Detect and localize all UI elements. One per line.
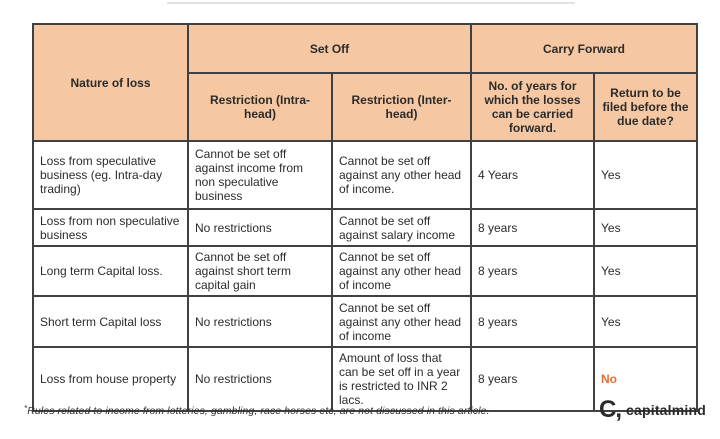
cell-nature: Long term Capital loss. [32,245,189,297]
cell-intra-restriction: No restrictions [187,295,333,348]
capitalmind-logo: C, capitalmind [599,396,706,423]
capitalmind-logo-mark-icon: C, [599,396,622,423]
cell-years: 4 Years [470,140,595,210]
header-num-years-carried-forward: No. of years for which the losses can be… [470,72,595,142]
cell-inter-restriction: Cannot be set off against any other head… [331,295,472,348]
table-row-long-term-capital-loss: Long term Capital loss. Cannot be set of… [32,245,698,297]
cell-return-filed: Yes [593,295,698,348]
table-row-house-property-loss: Loss from house property No restrictions… [32,346,698,412]
loss-setoff-carry-forward-table: Nature of loss Set Off Carry Forward Res… [32,23,698,412]
header-restriction-intra-head: Restriction (Intra-head) [187,72,333,142]
cell-return-filed: Yes [593,208,698,247]
cell-intra-restriction: Cannot be set off against short term cap… [187,245,333,297]
cell-inter-restriction: Amount of loss that can be set off in a … [331,346,472,412]
cell-intra-restriction: No restrictions [187,346,333,412]
capitalmind-logo-text: capitalmind [626,402,706,418]
cell-return-filed: Yes [593,245,698,297]
header-nature-of-loss: Nature of loss [32,23,189,142]
header-row-sub: Restriction (Intra-head) Restriction (In… [33,72,698,142]
header-return-filed-due-date: Return to be filed before the due date? [593,72,698,142]
cell-intra-restriction: Cannot be set off against income from no… [187,140,333,210]
footer: *Rules related to income from lotteries,… [24,396,706,423]
cell-inter-restriction: Cannot be set off against any other head… [331,140,472,210]
cell-inter-restriction: Cannot be set off against any other head… [331,245,472,297]
footnote-text: Rules related to income from lotteries, … [27,405,490,417]
footnote: *Rules related to income from lotteries,… [24,399,490,417]
table-row-non-speculative-business: Loss from non speculative business No re… [32,208,698,247]
cell-return-filed: Yes [593,140,698,210]
cell-inter-restriction: Cannot be set off against salary income [331,208,472,247]
table-row-short-term-capital-loss: Short term Capital loss No restrictions … [32,295,698,348]
cell-nature: Loss from house property [32,346,189,412]
cell-years: 8 years [470,295,595,348]
header-set-off: Set Off [187,23,472,74]
cell-intra-restriction: No restrictions [187,208,333,247]
cell-years: 8 years [470,346,595,412]
cell-return-filed: No [593,346,698,412]
header-carry-forward: Carry Forward [470,23,698,74]
cell-nature: Short term Capital loss [32,295,189,348]
cell-years: 8 years [470,208,595,247]
header-restriction-inter-head: Restriction (Inter-head) [331,72,472,142]
footnote-asterisk: * [24,404,28,413]
table-row-speculative-business: Loss from speculative business (eg. Intr… [32,140,698,210]
top-crop-artifact-line [167,2,575,4]
cell-years: 8 years [470,245,595,297]
cell-nature: Loss from speculative business (eg. Intr… [32,140,189,210]
header-row-groups: Nature of loss Set Off Carry Forward [32,23,698,142]
cell-nature: Loss from non speculative business [32,208,189,247]
